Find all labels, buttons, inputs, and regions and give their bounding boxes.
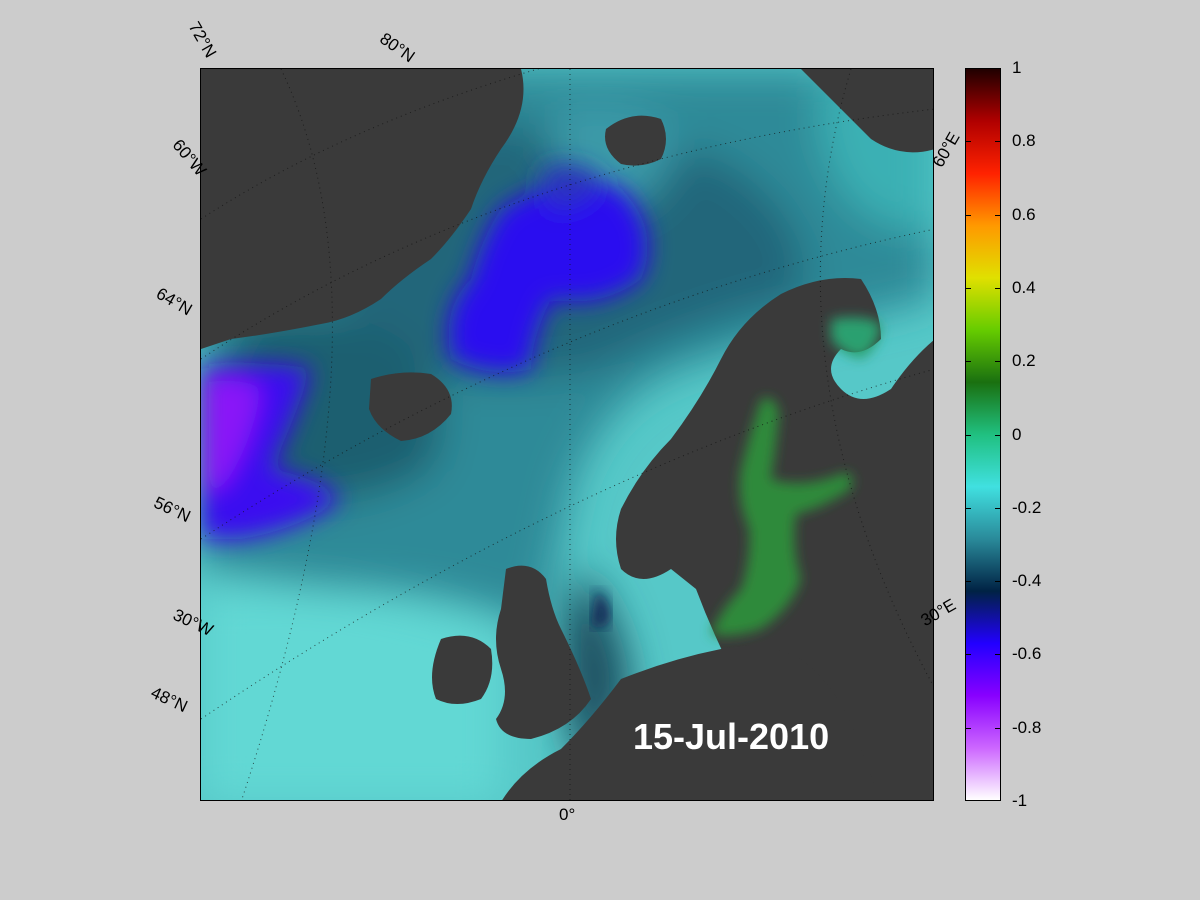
lat-72n-label: 72°N <box>184 18 221 61</box>
graticule <box>201 69 933 800</box>
colorbar-tick-mark <box>965 141 971 143</box>
colorbar-tick-mark <box>995 214 1001 216</box>
colorbar-tick-mark <box>995 287 1001 289</box>
colorbar-tick-mark <box>965 361 971 363</box>
colorbar-tick-label: 0.6 <box>1012 204 1036 224</box>
colorbar-tick-label: -0.4 <box>1012 571 1042 591</box>
lat-56n-label: 56°N <box>150 492 194 527</box>
colorbar-tick-label: 0.4 <box>1012 277 1036 297</box>
colorbar-tick-mark <box>965 654 971 656</box>
lat-80n-label: 80°N <box>376 28 419 67</box>
lon-0-label: 0° <box>559 805 576 824</box>
colorbar-tick-label: -0.2 <box>1012 497 1042 517</box>
colorbar-tick-label: 0.2 <box>1012 351 1036 371</box>
colorbar-tick-mark <box>965 507 971 509</box>
colorbar-tick-mark <box>995 141 1001 143</box>
map-frame <box>200 68 934 801</box>
map-canvas <box>201 69 933 800</box>
colorbar-tick-mark <box>995 654 1001 656</box>
colorbar-tick-mark <box>965 727 971 729</box>
colorbar-tick-label: -1 <box>1012 791 1028 810</box>
colorbar-tick-label: -0.6 <box>1012 644 1042 664</box>
colorbar-tick-label: -0.8 <box>1012 717 1042 737</box>
colorbar-tick-mark <box>995 727 1001 729</box>
colorbar-tick-mark <box>995 507 1001 509</box>
colorbar-tick-mark <box>995 581 1001 583</box>
lat-64n-label: 64°N <box>153 283 196 320</box>
colorbar-tick-mark <box>965 287 971 289</box>
colorbar-tick-label: 0 <box>1012 424 1022 444</box>
colorbar-tick-mark <box>965 434 971 436</box>
colorbar-tick-mark <box>995 361 1001 363</box>
colorbar-tick-label: 1 <box>1012 58 1022 77</box>
colorbar-tick-mark <box>965 581 971 583</box>
colorbar-tick-mark <box>965 214 971 216</box>
colorbar-tick-mark <box>995 434 1001 436</box>
baltic-sea <box>711 317 881 636</box>
colorbar-tick-label: 0.8 <box>1012 131 1036 151</box>
lat-48n-label: 48°N <box>147 682 191 717</box>
date-label: 15-Jul-2010 <box>633 716 830 757</box>
ocean-field <box>201 69 933 800</box>
